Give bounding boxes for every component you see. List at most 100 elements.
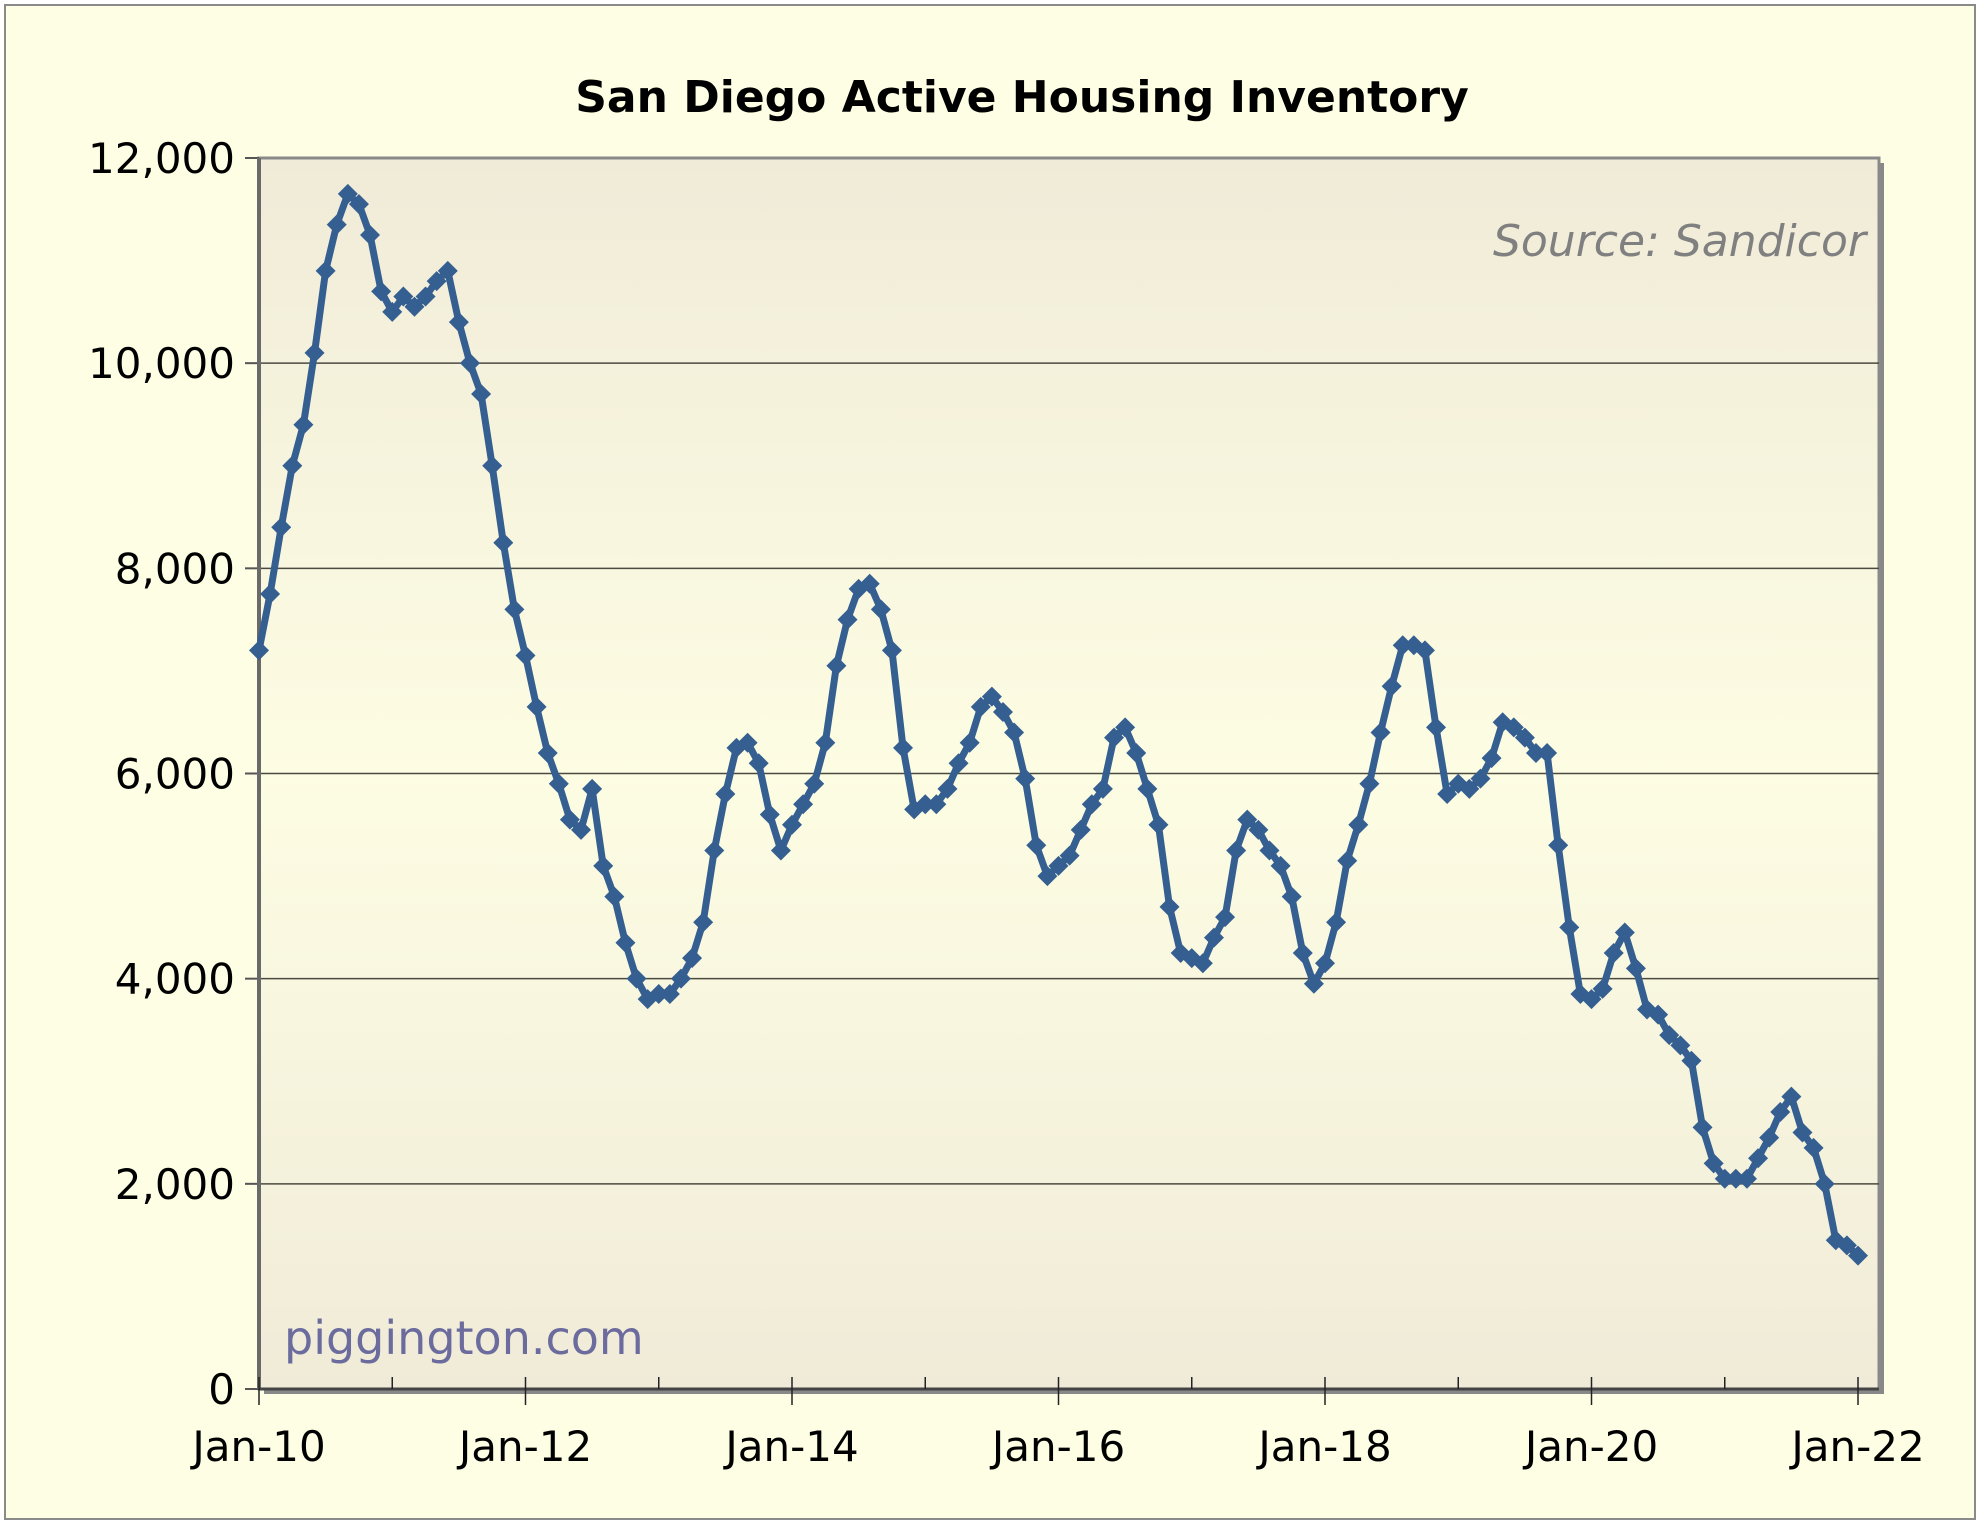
data-point-marker xyxy=(548,773,569,794)
data-point-marker xyxy=(337,183,358,204)
data-point-marker xyxy=(1237,809,1258,830)
data-point-marker xyxy=(448,312,469,333)
data-point-marker xyxy=(437,260,458,281)
data-point-marker xyxy=(1104,727,1125,748)
data-point-marker xyxy=(1470,768,1491,789)
data-point-marker xyxy=(893,737,914,758)
chart-title: San Diego Active Housing Inventory xyxy=(575,72,1469,123)
data-point-marker xyxy=(1848,1245,1868,1266)
data-point-marker xyxy=(1525,742,1546,763)
data-point-marker xyxy=(748,753,769,774)
data-point-marker xyxy=(515,645,536,666)
data-point-marker xyxy=(1126,742,1147,763)
data-point-marker xyxy=(1614,922,1635,943)
data-point-marker xyxy=(1625,958,1646,979)
data-point-marker xyxy=(393,286,414,307)
data-point-marker xyxy=(1026,835,1047,856)
y-tick-label: 4,000 xyxy=(115,955,235,1004)
data-point-marker xyxy=(426,271,447,292)
data-point-marker xyxy=(1681,1050,1702,1071)
data-point-marker xyxy=(1226,840,1247,861)
data-point-marker xyxy=(1503,717,1524,738)
data-point-marker xyxy=(1559,917,1580,938)
data-point-marker xyxy=(959,732,980,753)
y-tick-label: 8,000 xyxy=(115,544,235,593)
data-point-marker xyxy=(1714,1168,1735,1189)
data-point-marker xyxy=(804,773,825,794)
data-point-marker xyxy=(1792,1122,1813,1143)
data-point-marker xyxy=(382,301,403,322)
data-point-marker xyxy=(526,696,547,717)
data-point-marker xyxy=(1659,1025,1680,1046)
data-point-marker xyxy=(1292,943,1313,964)
data-point-marker xyxy=(1670,1035,1691,1056)
data-point-marker xyxy=(371,281,392,302)
data-point-marker xyxy=(1392,635,1413,656)
data-point-marker xyxy=(1736,1168,1757,1189)
data-point-marker xyxy=(793,794,814,815)
data-point-marker xyxy=(1803,1137,1824,1158)
data-point-marker xyxy=(604,886,625,907)
data-point-marker xyxy=(837,609,858,630)
data-point-marker xyxy=(315,260,336,281)
data-point-marker xyxy=(881,640,902,661)
data-point-marker xyxy=(626,968,647,989)
data-point-marker xyxy=(1137,778,1158,799)
data-point-marker xyxy=(1115,717,1136,738)
chart-frame: San Diego Active Housing Inventory 0 2,00… xyxy=(4,4,1976,1520)
data-point-marker xyxy=(1359,773,1380,794)
y-tick-label: 12,000 xyxy=(88,134,235,183)
plot-area xyxy=(257,156,1884,1394)
data-point-marker xyxy=(782,814,802,835)
data-point-marker xyxy=(1004,722,1025,743)
data-point-marker xyxy=(670,968,691,989)
data-point-marker xyxy=(815,732,836,753)
data-point-marker xyxy=(1603,943,1624,964)
data-point-marker xyxy=(948,753,969,774)
data-point-marker xyxy=(1203,927,1224,948)
data-point-marker xyxy=(704,840,725,861)
data-point-marker xyxy=(1814,1173,1835,1194)
data-point-marker xyxy=(870,599,891,620)
data-point-marker xyxy=(260,583,281,604)
data-point-marker xyxy=(715,784,736,805)
x-tick-label: Jan-10 xyxy=(189,1422,325,1471)
line-chart: San Diego Active Housing Inventory 0 2,00… xyxy=(88,72,1925,1471)
x-tick-label: Jan-16 xyxy=(989,1422,1125,1471)
data-point-marker xyxy=(1592,978,1613,999)
x-tick-label: Jan-18 xyxy=(1255,1422,1391,1471)
data-point-marker xyxy=(1437,784,1458,805)
data-point-marker xyxy=(693,912,714,933)
data-point-marker xyxy=(1326,912,1347,933)
data-point-marker xyxy=(992,701,1013,722)
x-axis: Jan-10 Jan-12 Jan-14 Jan-16 Jan-18 Jan-20 Jan-… xyxy=(189,1377,1925,1471)
data-point-marker xyxy=(1015,768,1036,789)
data-point-marker xyxy=(1048,855,1069,876)
data-point-marker xyxy=(459,353,480,374)
data-point-marker xyxy=(970,696,991,717)
data-point-marker xyxy=(1781,1086,1802,1107)
data-point-marker xyxy=(770,840,791,861)
y-tick-label: 10,000 xyxy=(88,339,235,388)
data-point-marker xyxy=(1215,907,1236,928)
data-point-marker xyxy=(571,819,592,840)
watermark-annotation: piggington.com xyxy=(284,1311,644,1365)
data-point-marker xyxy=(1426,717,1447,738)
data-point-marker xyxy=(1348,814,1369,835)
data-point-marker xyxy=(1481,748,1502,769)
data-point-marker xyxy=(926,794,947,815)
data-point-marker xyxy=(1148,814,1169,835)
y-axis: 0 2,000 4,000 6,000 8,000 10,000 12,000 xyxy=(88,134,261,1414)
data-point-marker xyxy=(348,194,369,215)
y-tick-label: 0 xyxy=(208,1365,235,1414)
data-point-marker xyxy=(1192,953,1213,974)
data-point-marker xyxy=(615,932,636,953)
data-point-marker xyxy=(249,640,269,661)
data-point-marker xyxy=(1459,778,1480,799)
data-point-marker xyxy=(981,686,1002,707)
data-point-marker xyxy=(271,517,292,538)
data-point-marker xyxy=(1836,1235,1857,1256)
data-point-marker xyxy=(648,984,669,1005)
series-group xyxy=(249,183,1868,1266)
data-point-marker xyxy=(471,383,492,404)
